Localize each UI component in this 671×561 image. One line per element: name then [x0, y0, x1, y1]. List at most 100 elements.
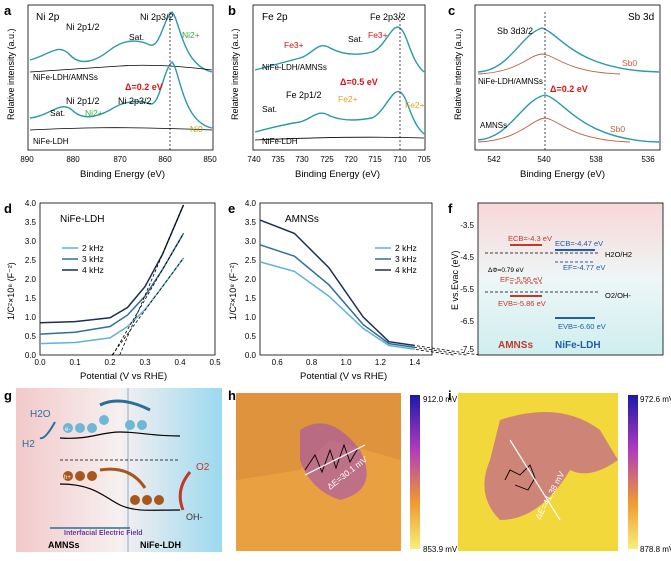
x-tick: 536: [641, 155, 655, 164]
series-line: [259, 261, 415, 351]
plot-frame: [474, 4, 661, 151]
ef-amnss: EF=-5.56 eV: [500, 275, 542, 284]
tangent-line: [414, 347, 467, 356]
legend-label: 3 kHz: [395, 254, 417, 264]
panel-label: b: [228, 3, 236, 18]
panel-label: e: [228, 201, 235, 216]
h2-level: H2O/H2: [605, 250, 632, 259]
colorbar-bottom: 878.8 mV: [640, 545, 671, 554]
panel-d: d NiFe-LDH 1/C²×10⁸ (F⁻²) Potential (V v…: [4, 199, 221, 382]
legend-label: 3 kHz: [82, 254, 104, 264]
sat-label: Sat.: [348, 34, 363, 44]
line-profile: [304, 443, 359, 474]
y-tick: 0.5: [25, 332, 37, 341]
y-tick: 0.0: [25, 351, 37, 360]
x-tick: 880: [66, 155, 80, 164]
panel-g: g H2O H2 e- h+ O2 OH-: [4, 388, 222, 552]
y-axis-label: Relative intensity (a.u.): [453, 28, 463, 120]
sat-label: Sat.: [262, 104, 277, 114]
sample-label: NiFe-LDH/AMNSs: [33, 73, 98, 82]
x-tick: 1.0: [340, 358, 352, 367]
y-tick: -6.5: [460, 317, 474, 326]
peak-label: Fe 2p1/2: [286, 90, 322, 100]
x-tick: 1.2: [375, 358, 387, 367]
x-tick: 0.2: [104, 358, 116, 367]
panel-title: Ni 2p: [36, 12, 60, 23]
y-tick: 1.5: [245, 294, 257, 303]
fe2-label: Fe2+: [405, 100, 425, 110]
sample-label: NiFe-LDH/AMNSs: [478, 77, 543, 86]
plot-frame: [27, 4, 214, 151]
profile-line: [509, 439, 561, 521]
baseline-upper: [29, 64, 213, 73]
electron: [137, 420, 147, 430]
fit-upper: [477, 53, 621, 75]
y-tick: 0.0: [245, 351, 257, 360]
series-line: [39, 257, 185, 345]
panel-h: h ΔE=30.1 mV 912.0 mV 853.9 mV: [228, 388, 458, 554]
plot-frame: [259, 202, 433, 356]
o2-level: O2/OH-: [605, 291, 631, 300]
y-tick: 0.5: [245, 332, 257, 341]
electron-sign: e-: [65, 427, 70, 433]
line-profile: [504, 464, 536, 491]
panel-title: Fe 2p: [262, 12, 288, 23]
shift-label: Δ=0.2 eV: [550, 84, 588, 94]
arrow: [39, 421, 56, 440]
sb0-label: Sb0: [610, 124, 625, 134]
x-tick: 0.1: [69, 358, 81, 367]
y-tick: 2.0: [25, 275, 37, 284]
y-axis-label: Relative intensity (a.u.): [6, 28, 16, 120]
band-line: [59, 431, 181, 439]
ecb-ldh: ECB=-4.47 eV: [555, 239, 603, 248]
x-tick: 725: [320, 155, 334, 164]
x-axis-label: Potential (V vs RHE): [80, 371, 167, 382]
profile-line: [304, 444, 366, 476]
y-tick: 1.0: [245, 313, 257, 322]
spectrum-upper: [477, 27, 660, 73]
x-tick: 705: [417, 155, 431, 164]
tangent-line: [111, 257, 184, 356]
colorbar-top: 912.0 mV: [423, 395, 458, 404]
series-line: [259, 219, 415, 347]
y-tick: 1.0: [25, 313, 37, 322]
panel-e: e AMNSs 1/C²×10⁸ (F⁻²) Potential (V vs R…: [228, 199, 480, 382]
ni0-label: Ni0: [190, 124, 203, 134]
y-tick: 4.0: [25, 199, 37, 208]
tangent-line: [414, 345, 480, 356]
hole: [87, 471, 97, 481]
x-tick: 538: [589, 155, 603, 164]
spectrum-upper: [254, 26, 425, 73]
y-tick: 3.0: [245, 237, 257, 246]
fe2-label: Fe2+: [338, 94, 358, 104]
map-region: [300, 423, 367, 500]
hole: [63, 471, 73, 481]
map-region: [484, 412, 618, 520]
y-tick: -4.5: [460, 253, 474, 262]
tangent-line: [414, 348, 454, 356]
hole: [130, 495, 140, 505]
y-axis-label: Relative intensity (a.u.): [230, 28, 240, 120]
arrow: [99, 467, 147, 489]
baseline-lower: [29, 127, 213, 131]
electron: [63, 423, 73, 433]
h2o-label: H2O: [30, 409, 51, 420]
series-line: [39, 233, 185, 335]
x-tick: 890: [20, 155, 34, 164]
tangent-line: [112, 233, 184, 356]
spectrum-lower: [477, 94, 660, 143]
panel-f: f E vs.Evac (eV) -3.5 -4.5 -5.5 -6.5 -7.…: [448, 201, 664, 356]
panel-title: NiFe-LDH: [60, 214, 104, 225]
fe3-label: Fe3+: [368, 30, 388, 40]
o2-label: O2: [196, 462, 210, 473]
y-tick: 2.0: [245, 275, 257, 284]
ni2-label: Ni2+: [182, 30, 200, 40]
amnss-label: AMNSs: [498, 340, 533, 351]
ldh-label: NiFe-LDH: [555, 340, 601, 351]
fit-lower: [477, 117, 631, 143]
series-line: [259, 244, 415, 349]
y-tick: 2.5: [245, 256, 257, 265]
y-axis-label: E vs.Evac (eV): [450, 250, 460, 310]
ni2-label: Ni2+: [85, 108, 103, 118]
h2-label: H2: [22, 439, 35, 450]
